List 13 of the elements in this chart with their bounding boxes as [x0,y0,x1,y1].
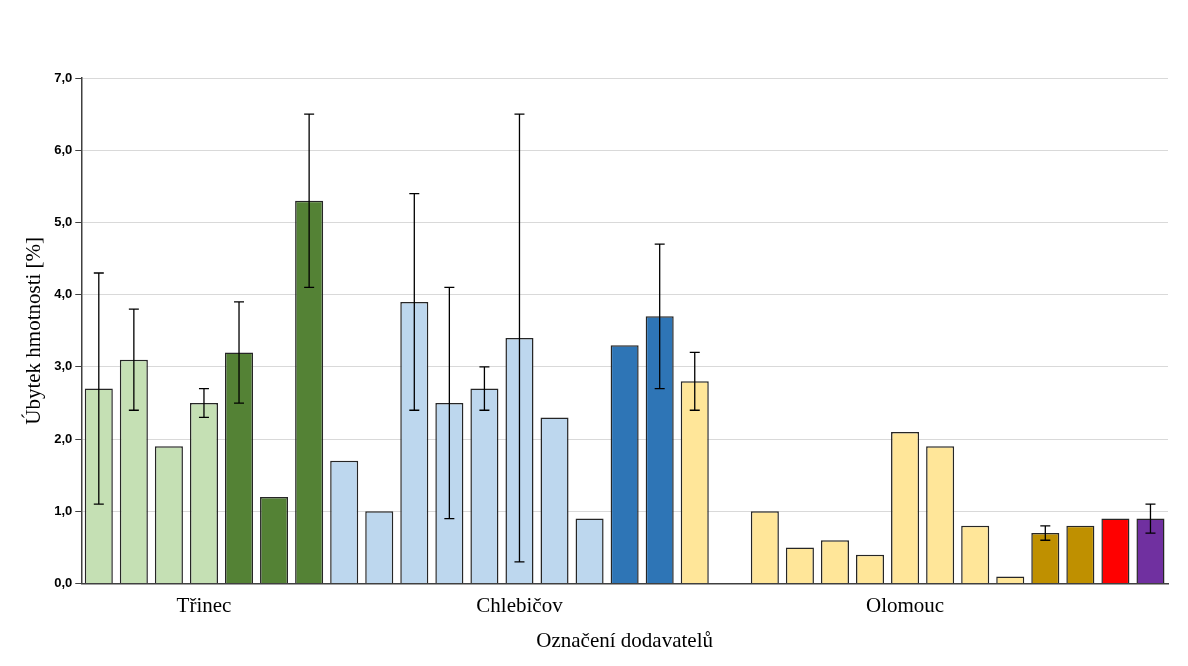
y-tick-label: 2,0 [54,430,73,446]
x-tick-label: Třinec [176,592,232,617]
x-axis-title: Označení dodavatelů [536,627,714,652]
y-tick-label: 5,0 [54,214,73,230]
x-tick-label: Olomouc [866,592,945,617]
y-tick-label: 6,0 [54,141,73,157]
y-tick-label: 3,0 [54,358,73,374]
y-tick-label: 0,0 [54,575,73,591]
y-tick-label: 7,0 [54,69,73,85]
x-tick-label: Chlebičov [476,592,564,617]
y-tick-label: 1,0 [54,502,73,518]
y-tick-label: 4,0 [54,286,73,302]
y-axis-title: Úbytek hmotnosti [%] [21,236,46,425]
